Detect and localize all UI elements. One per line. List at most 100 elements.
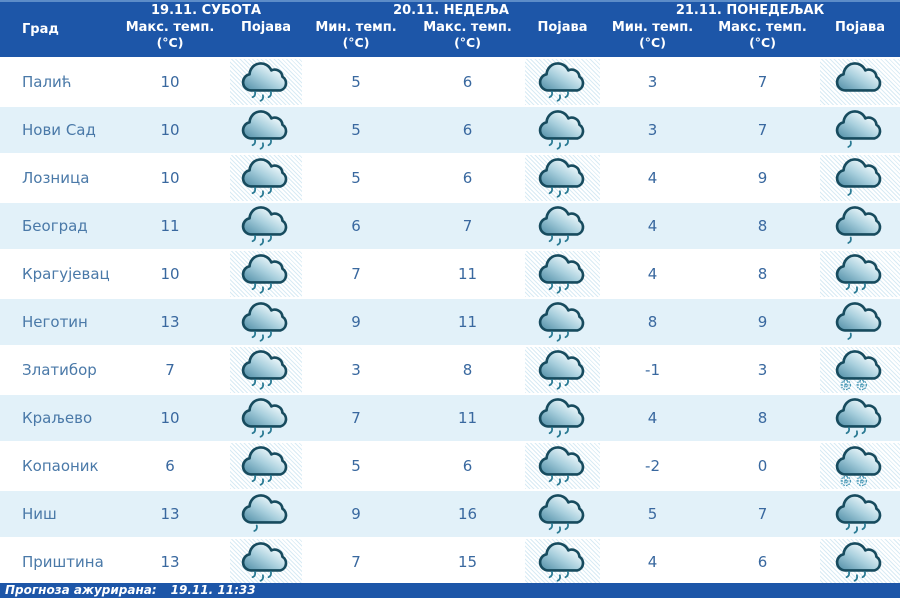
day2-max-temp: 6 bbox=[410, 107, 526, 155]
rain-cloud-icon bbox=[538, 254, 584, 294]
day3-max-temp: 7 bbox=[705, 59, 821, 107]
rain-cloud-icon bbox=[241, 62, 288, 102]
rain-cloud-icon bbox=[538, 398, 584, 438]
day2-max-temp: 11 bbox=[410, 251, 526, 299]
day3-min-temp: 3 bbox=[600, 59, 706, 107]
day1-condition-cell bbox=[230, 155, 303, 203]
day3-condition-cell bbox=[820, 395, 900, 443]
day3-condition-cell bbox=[820, 443, 900, 491]
rain-cloud-icon bbox=[241, 254, 288, 294]
city-name: Лозница bbox=[0, 155, 110, 203]
day1-max-temp: 13 bbox=[110, 539, 230, 587]
cloud-icon bbox=[835, 62, 882, 92]
table-row: Ниш 13 9 16 5 7 bbox=[0, 491, 900, 539]
day2-max-temp: 6 bbox=[410, 155, 526, 203]
day1-condition-cell bbox=[230, 491, 303, 539]
day1-condition-cell bbox=[230, 59, 303, 107]
day1-condition-cell bbox=[230, 251, 303, 299]
city-name: Златибор bbox=[0, 347, 110, 395]
day3-min-temp: 4 bbox=[600, 395, 706, 443]
city-name: Нови Сад bbox=[0, 107, 110, 155]
table-header: Град 19.11. СУБОТА 20.11. НЕДЕЉА 21.11. … bbox=[0, 0, 900, 59]
light-rain-cloud-icon bbox=[835, 158, 882, 196]
day3-condition-cell bbox=[820, 491, 900, 539]
day1-condition-cell bbox=[230, 443, 303, 491]
day1-max-temp: 10 bbox=[110, 395, 230, 443]
rain-cloud-icon bbox=[241, 110, 288, 150]
day2-min-temp: 7 bbox=[302, 251, 411, 299]
day3-max-temp: 9 bbox=[705, 299, 821, 347]
column-header-day3-min: Мин. темп. (°C) bbox=[600, 20, 706, 59]
column-header-day2-condition: Појава bbox=[525, 20, 601, 59]
rain-cloud-icon bbox=[538, 110, 584, 150]
day1-condition-cell bbox=[230, 539, 303, 587]
table-row: Палић 10 5 6 3 7 bbox=[0, 59, 900, 107]
light-rain-cloud-icon bbox=[241, 494, 288, 532]
city-name: Палић bbox=[0, 59, 110, 107]
rain-cloud-icon bbox=[241, 446, 288, 486]
day3-max-temp: 8 bbox=[705, 203, 821, 251]
rain-cloud-icon bbox=[538, 302, 584, 342]
column-header-day3-condition: Појава bbox=[820, 20, 900, 59]
day1-condition-cell bbox=[230, 395, 303, 443]
unit-label: (°C) bbox=[342, 35, 370, 50]
update-timestamp: 19.11. 11:33 bbox=[170, 583, 256, 597]
day2-condition-cell bbox=[525, 347, 601, 395]
day1-condition-cell bbox=[230, 299, 303, 347]
light-rain-cloud-icon bbox=[835, 110, 882, 148]
day2-max-temp: 11 bbox=[410, 395, 526, 443]
unit-label: (°C) bbox=[749, 35, 776, 50]
day3-min-temp: 3 bbox=[600, 107, 706, 155]
light-rain-cloud-icon bbox=[835, 302, 882, 340]
day1-condition-cell bbox=[230, 347, 303, 395]
day2-condition-cell bbox=[525, 443, 601, 491]
rain-cloud-icon bbox=[538, 494, 584, 534]
day2-max-temp: 6 bbox=[410, 443, 526, 491]
day3-min-temp: 4 bbox=[600, 155, 706, 203]
rain-cloud-icon bbox=[835, 542, 882, 582]
day2-condition-cell bbox=[525, 107, 601, 155]
day2-max-temp: 16 bbox=[410, 491, 526, 539]
day2-min-temp: 5 bbox=[302, 59, 411, 107]
day2-min-temp: 3 bbox=[302, 347, 411, 395]
day2-min-temp: 5 bbox=[302, 107, 411, 155]
day3-max-temp: 8 bbox=[705, 251, 821, 299]
city-name: Неготин bbox=[0, 299, 110, 347]
table-row: Краљево 10 7 11 4 8 bbox=[0, 395, 900, 443]
rain-cloud-icon bbox=[835, 254, 882, 294]
day3-condition-cell bbox=[820, 155, 900, 203]
table-row: Крагујевац 10 7 11 4 8 bbox=[0, 251, 900, 299]
forecast-table: Град 19.11. СУБОТА 20.11. НЕДЕЉА 21.11. … bbox=[0, 0, 900, 587]
table-row: Београд 11 6 7 4 8 bbox=[0, 203, 900, 251]
rain-cloud-icon bbox=[538, 350, 584, 390]
day3-max-temp: 6 bbox=[705, 539, 821, 587]
day3-condition-cell bbox=[820, 203, 900, 251]
rain-cloud-icon bbox=[538, 542, 584, 582]
day-header-monday: 21.11. ПОНЕДЕЉАК bbox=[600, 0, 900, 20]
day1-condition-cell bbox=[230, 203, 303, 251]
rain-cloud-icon bbox=[835, 398, 882, 438]
city-name: Приштина bbox=[0, 539, 110, 587]
day3-min-temp: 4 bbox=[600, 251, 706, 299]
day1-condition-cell bbox=[230, 107, 303, 155]
day1-max-temp: 7 bbox=[110, 347, 230, 395]
day1-max-temp: 13 bbox=[110, 491, 230, 539]
city-name: Београд bbox=[0, 203, 110, 251]
forecast-rows: Палић 10 5 6 3 7 Нови Сад 10 5 6 3 7 Лоз… bbox=[0, 59, 900, 587]
day3-min-temp: 8 bbox=[600, 299, 706, 347]
day2-max-temp: 7 bbox=[410, 203, 526, 251]
city-name: Ниш bbox=[0, 491, 110, 539]
day-header-sunday: 20.11. НЕДЕЉА bbox=[302, 0, 601, 20]
day2-min-temp: 9 bbox=[302, 491, 411, 539]
city-name: Краљево bbox=[0, 395, 110, 443]
column-header-day1-condition: Појава bbox=[230, 20, 303, 59]
table-row: Копаоник 6 5 6 -2 0 bbox=[0, 443, 900, 491]
day3-max-temp: 7 bbox=[705, 107, 821, 155]
day2-condition-cell bbox=[525, 251, 601, 299]
rain-cloud-icon bbox=[835, 494, 882, 534]
day2-min-temp: 9 bbox=[302, 299, 411, 347]
day2-max-temp: 11 bbox=[410, 299, 526, 347]
table-row: Нови Сад 10 5 6 3 7 bbox=[0, 107, 900, 155]
day3-max-temp: 7 bbox=[705, 491, 821, 539]
unit-label: (°C) bbox=[639, 35, 666, 50]
